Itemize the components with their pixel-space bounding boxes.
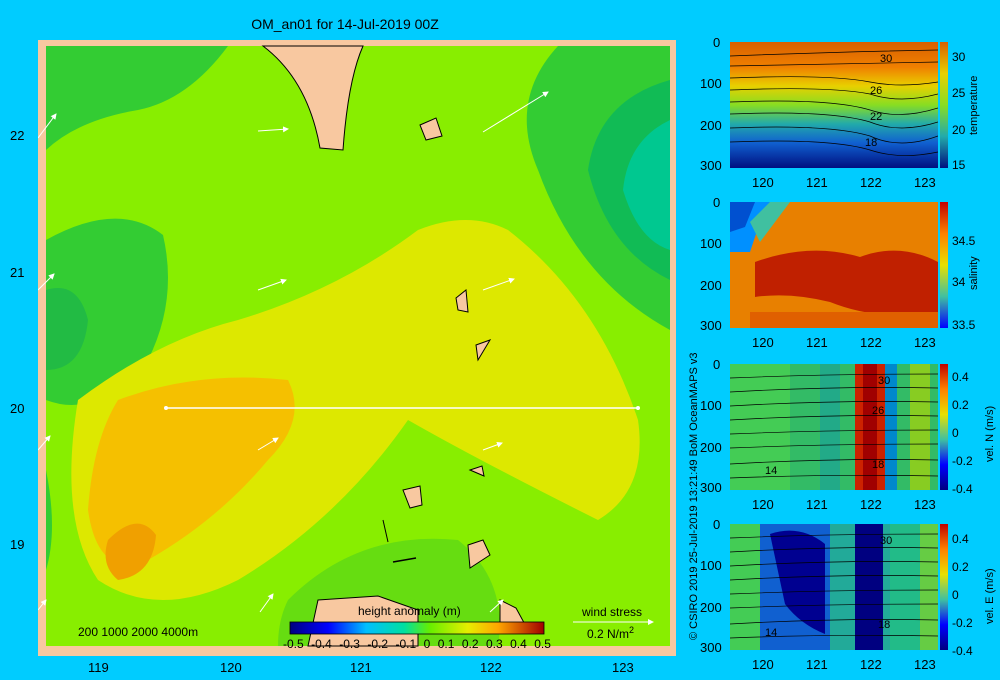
depth-tick: 100 <box>700 76 722 91</box>
depth-tick: 0 <box>713 195 721 210</box>
panel-lon-tick: 123 <box>914 175 936 190</box>
panel-lon-tick: 122 <box>860 497 882 512</box>
panel-lon-tick: 123 <box>914 657 936 672</box>
velocity-east-section: 30 14 18 <box>730 524 938 650</box>
velocity-north-label: vel. N (m/s) <box>984 405 996 462</box>
panel-lon-tick: 120 <box>752 335 774 350</box>
panel-lon-tick: 122 <box>860 657 882 672</box>
depth-legend: 200 1000 2000 4000m <box>78 625 199 639</box>
cbar-tick: -0.2 <box>952 454 973 468</box>
panel-lon-tick: 122 <box>860 175 882 190</box>
cbar-tick: 34.5 <box>952 234 976 248</box>
depth-tick: 0 <box>713 35 721 50</box>
cbar-tick: -0.2 <box>952 616 973 630</box>
map-title: OM_an01 for 14-Jul-2019 00Z <box>251 16 439 32</box>
depth-tick: 300 <box>700 480 722 495</box>
cbar-tick: 0.2 <box>952 398 969 412</box>
panel-lon-tick: 123 <box>914 335 936 350</box>
lon-tick: 122 <box>480 660 502 675</box>
panel-lon-tick: 120 <box>752 497 774 512</box>
lat-tick: 22 <box>10 128 25 143</box>
svg-text:18: 18 <box>878 619 890 631</box>
svg-text:14: 14 <box>765 627 777 639</box>
panel-lon-tick: 123 <box>914 497 936 512</box>
depth-tick: 300 <box>700 318 722 333</box>
svg-text:30: 30 <box>880 535 892 547</box>
depth-tick: 200 <box>700 278 722 293</box>
depth-tick: 0 <box>713 517 721 532</box>
depth-tick: 200 <box>700 440 722 455</box>
colorbar-ticks: -0.5 -0.4 -0.3 -0.2 -0.1 0 0.1 0.2 0.3 0.4 0.5 <box>283 637 551 651</box>
svg-text:22: 22 <box>870 111 882 123</box>
velocity-north-colorbar <box>940 364 948 490</box>
panel-lon-tick: 120 <box>752 175 774 190</box>
lon-tick: 119 <box>88 660 109 675</box>
cbar-tick: 25 <box>952 86 966 100</box>
temperature-section: 30 26 22 18 <box>730 42 938 168</box>
svg-text:18: 18 <box>865 137 877 149</box>
depth-tick: 100 <box>700 398 722 413</box>
svg-text:26: 26 <box>870 85 882 97</box>
lat-tick: 21 <box>10 265 25 280</box>
colorbar <box>289 621 545 635</box>
salinity-label: salinity <box>968 256 980 290</box>
panel-lon-tick: 121 <box>806 497 828 512</box>
depth-tick: 300 <box>700 158 722 173</box>
lon-tick: 123 <box>612 660 634 675</box>
panel-lon-tick: 121 <box>806 335 828 350</box>
velocity-east-colorbar <box>940 524 948 650</box>
wind-arrows <box>38 91 654 625</box>
wind-stress-title: wind stress <box>582 605 643 619</box>
temperature-label: temperature <box>968 75 980 135</box>
panel-lon-tick: 121 <box>806 657 828 672</box>
cbar-tick: 0 <box>952 426 959 440</box>
cbar-tick: 34 <box>952 275 966 289</box>
cbar-tick: 0 <box>952 588 959 602</box>
velocity-north-section: 30 26 18 14 <box>730 364 938 490</box>
salinity-colorbar <box>940 202 948 328</box>
depth-tick: 100 <box>700 558 722 573</box>
cbar-tick: -0.4 <box>952 644 973 658</box>
velocity-east-label: vel. E (m/s) <box>984 568 996 624</box>
depth-tick: 200 <box>700 600 722 615</box>
svg-text:26: 26 <box>872 405 884 417</box>
cbar-tick: 0.2 <box>952 560 969 574</box>
cbar-tick: 0.4 <box>952 532 969 546</box>
credit-text: © CSIRO 2019 25-Jul-2019 13:21:49 BoM Oc… <box>688 352 700 640</box>
svg-text:30: 30 <box>878 375 890 387</box>
cbar-tick: 30 <box>952 50 966 64</box>
cbar-tick: 33.5 <box>952 318 976 332</box>
cbar-tick: 20 <box>952 123 966 137</box>
colorbar-title: height anomaly (m) <box>358 604 461 618</box>
temperature-colorbar <box>940 42 948 168</box>
depth-tick: 300 <box>700 640 722 655</box>
svg-text:30: 30 <box>880 53 892 65</box>
svg-text:18: 18 <box>872 459 884 471</box>
lat-tick: 20 <box>10 401 25 416</box>
lat-tick: 19 <box>10 537 25 552</box>
panel-lon-tick: 120 <box>752 657 774 672</box>
height-anomaly-map <box>38 40 676 656</box>
depth-tick: 100 <box>700 236 722 251</box>
cbar-tick: -0.4 <box>952 482 973 496</box>
salinity-section <box>730 202 938 328</box>
wind-stress-scale: 0.2 N/m2 <box>587 625 635 641</box>
panel-lon-tick: 121 <box>806 175 828 190</box>
lon-tick: 120 <box>220 660 242 675</box>
cbar-tick: 0.4 <box>952 370 969 384</box>
depth-tick: 200 <box>700 118 722 133</box>
svg-text:14: 14 <box>765 465 777 477</box>
depth-tick: 0 <box>713 357 721 372</box>
cbar-tick: 15 <box>952 158 966 172</box>
panel-lon-tick: 122 <box>860 335 882 350</box>
lon-tick: 121 <box>350 660 372 675</box>
